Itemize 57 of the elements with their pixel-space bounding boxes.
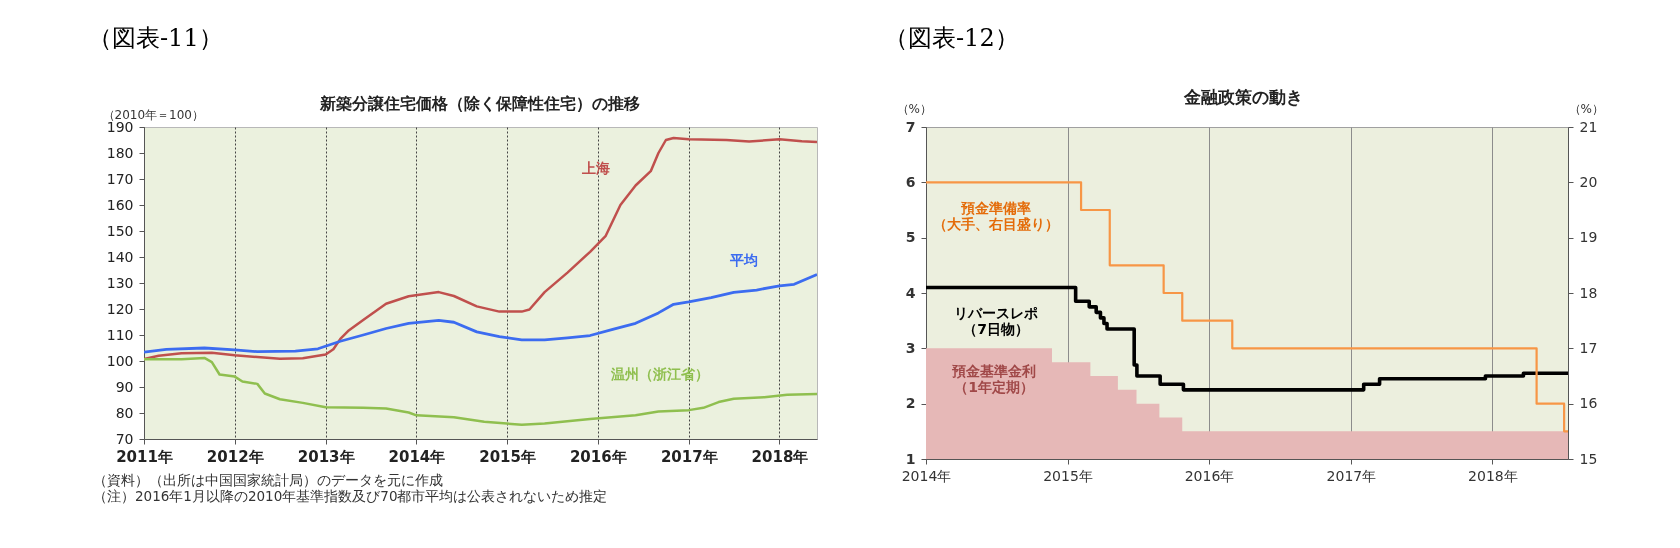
y2-axis-title: （%） bbox=[1568, 101, 1604, 116]
y-tick-label: 7 bbox=[905, 118, 916, 135]
x-tick-label: 2018年 bbox=[1468, 467, 1518, 484]
x-tick-label: 2015年 bbox=[479, 447, 536, 466]
text: （注）2016年1月以降の2010年基準指数及び70都市平均は公表されないため推定 bbox=[93, 488, 608, 504]
y2-tick-label: 15 bbox=[1579, 450, 1598, 467]
y-tick-label: 100 bbox=[106, 352, 134, 369]
y-tick-label: 110 bbox=[106, 326, 134, 343]
y-axis-title: （%） bbox=[896, 101, 932, 116]
y2-tick-label: 16 bbox=[1579, 395, 1598, 412]
line-series bbox=[144, 273, 817, 354]
x-tick-label: 2018年 bbox=[751, 447, 809, 466]
y-tick-label: 5 bbox=[905, 229, 916, 246]
y-tick-label: 120 bbox=[106, 300, 134, 317]
y-axis-title: （2010年＝100） bbox=[102, 107, 204, 122]
y-tick-label: 140 bbox=[106, 248, 134, 265]
y-tick-label: 130 bbox=[106, 274, 134, 291]
y-tick-label: 1 bbox=[905, 450, 916, 467]
series-label: 上海 bbox=[580, 160, 610, 177]
series-label: 温州（浙江省） bbox=[610, 366, 710, 383]
x-tick-label: 2012年 bbox=[206, 447, 264, 466]
line-series bbox=[144, 136, 817, 361]
y-tick-label: 6 bbox=[905, 173, 916, 190]
y2-tick-label: 20 bbox=[1579, 173, 1598, 190]
x-tick-label: 2016年 bbox=[1184, 467, 1235, 484]
series-label: 預金準備率（大手、右目盛り） bbox=[933, 200, 1059, 233]
y-tick-label: 4 bbox=[905, 284, 916, 301]
text: （図表-12） bbox=[884, 24, 1019, 52]
y2-tick-label: 18 bbox=[1579, 284, 1598, 301]
line-series bbox=[144, 356, 817, 426]
x-tick-label: 2017年 bbox=[1326, 467, 1377, 484]
y2-tick-label: 19 bbox=[1579, 229, 1598, 246]
y-tick-label: 170 bbox=[106, 170, 134, 187]
x-tick-label: 2011年 bbox=[116, 447, 173, 466]
chart-title: 新築分譲住宅価格（除く保障性住宅）の推移 bbox=[319, 94, 640, 113]
series-label: 預金基準金利（1年定期） bbox=[951, 363, 1036, 396]
series-label: 平均 bbox=[728, 252, 758, 269]
text: （図表-11） bbox=[88, 24, 223, 52]
y-tick-label: 150 bbox=[106, 222, 134, 239]
y-tick-label: 2 bbox=[905, 395, 916, 412]
text: （資料）（出所は中国国家統計局）のデータを元に作成 bbox=[93, 472, 443, 488]
y-tick-label: 80 bbox=[115, 404, 134, 421]
x-tick-label: 2013年 bbox=[297, 447, 355, 466]
y-tick-label: 180 bbox=[106, 144, 134, 161]
x-tick-label: 2014年 bbox=[901, 467, 952, 484]
x-tick-label: 2016年 bbox=[569, 447, 627, 466]
y-tick-label: 70 bbox=[115, 430, 134, 447]
y-tick-label: 90 bbox=[115, 378, 134, 395]
y2-tick-label: 17 bbox=[1579, 339, 1598, 356]
chart-title: 金融政策の動き bbox=[1182, 87, 1303, 107]
y-tick-label: 3 bbox=[905, 339, 916, 356]
y-tick-label: 160 bbox=[106, 196, 134, 213]
series-label: リバースレポ（7日物） bbox=[954, 305, 1038, 338]
x-tick-label: 2015年 bbox=[1043, 467, 1093, 484]
x-tick-label: 2017年 bbox=[660, 447, 718, 466]
x-tick-label: 2014年 bbox=[388, 447, 446, 466]
y2-tick-label: 21 bbox=[1579, 118, 1598, 135]
